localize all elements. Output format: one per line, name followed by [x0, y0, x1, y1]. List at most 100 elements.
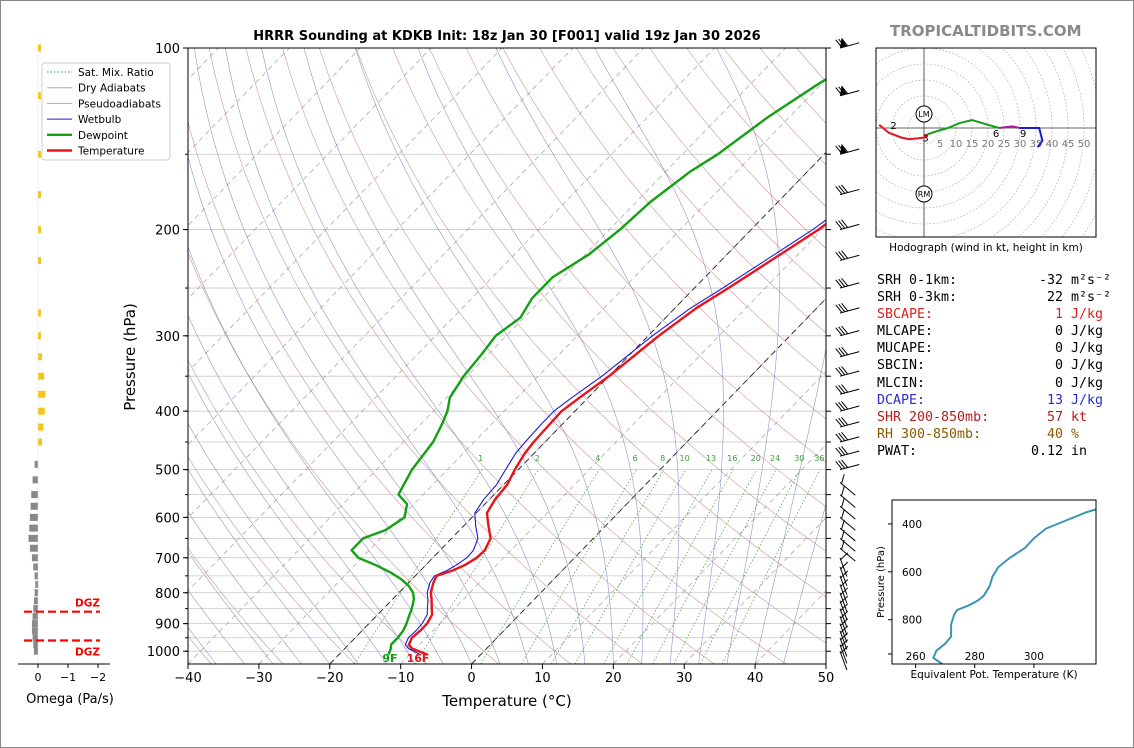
legend-label: Pseudoadiabats [78, 98, 161, 110]
mixing-ratio-line [550, 469, 665, 664]
wind-barb-flag [835, 186, 843, 195]
wind-barb-flag [835, 402, 843, 411]
wind-barb-staff [839, 527, 856, 542]
wind-barb [839, 610, 849, 636]
parameter-value: 57 [1046, 409, 1063, 425]
wind-barb [835, 302, 860, 314]
parameter-unit: J/kg [1071, 341, 1104, 357]
wind-barb-flag [841, 486, 845, 497]
parameter-label: PWAT: [877, 443, 918, 459]
legend-box [41, 62, 171, 161]
wind-barb-flag [838, 326, 846, 335]
wind-barb-flag [838, 251, 846, 260]
hodo-ring-label: 10 [950, 139, 963, 150]
wind-barb-staff [839, 592, 848, 612]
parameter-unit: kt [1071, 409, 1088, 425]
x-tick-label: 20 [605, 671, 622, 686]
hodo-height-label: 9 [1020, 129, 1026, 140]
wind-barb-flag [841, 384, 849, 393]
wind-barb [835, 219, 860, 231]
storm-motion-label: RM [918, 190, 931, 199]
wind-barb-pennant [840, 86, 847, 96]
mixing-ratio-label: 16 [727, 454, 737, 463]
parameter-label: MLCAPE: [877, 324, 934, 340]
omega-bar [33, 605, 38, 613]
wind-barb-staff [839, 616, 848, 636]
thetae-x-tick-label: 300 [1024, 651, 1044, 663]
parameter-value: 1 [1054, 307, 1063, 323]
dry-adiabat [188, 547, 284, 664]
mixing-ratio-line [699, 469, 801, 664]
wind-barb-pennant [840, 38, 847, 48]
wind-barb-staff [839, 370, 860, 377]
moist-adiabat [188, 245, 444, 664]
x-tick-label: 0 [467, 671, 475, 686]
wind-barb-staff [839, 482, 856, 496]
thetae-y-tick-label: 400 [902, 519, 922, 531]
surface-temperature-label: 16F [407, 652, 430, 665]
wind-barb-flag [838, 185, 846, 194]
wind-barb-staff [839, 547, 856, 562]
storm-motion-marker [915, 185, 933, 203]
dry-adiabat [355, 48, 826, 598]
omega-bar [34, 589, 38, 597]
wind-barb-staff [839, 505, 856, 520]
wind-barb [839, 561, 849, 586]
x-tick-label: −20 [316, 671, 343, 686]
wind-barb [835, 85, 860, 97]
moist-adiabat [188, 589, 245, 664]
parameter-label: MLCIN: [877, 375, 926, 391]
isotherm-line [188, 48, 715, 592]
wind-barb [839, 625, 849, 650]
wind-barb-flag [838, 366, 846, 376]
dewpoint-profile [350, 77, 826, 656]
dry-adiabat [188, 456, 356, 664]
mixing-ratio-label: 4 [595, 454, 600, 463]
y-tick-label: 600 [155, 511, 180, 526]
parameter-label: SRH 0-1km: [877, 273, 958, 288]
omega-bar [38, 372, 45, 380]
wind-barb-flag [835, 367, 843, 376]
wind-barb-pennant [840, 144, 847, 155]
wind-barb [839, 587, 849, 612]
moist-adiabat [194, 48, 501, 664]
y-tick-label: 300 [155, 330, 180, 345]
parameter-unit: m²s⁻² [1071, 273, 1112, 288]
wind-barb-flag [838, 446, 846, 456]
wind-barb [835, 346, 860, 358]
dgz-label: DGZ [75, 598, 100, 610]
omega-bar [29, 524, 38, 532]
wind-barb [835, 250, 860, 261]
omega-bar [28, 534, 38, 542]
wind-barb-staff [839, 388, 860, 395]
omega-bar [38, 423, 44, 431]
parameter-row: SBCAPE: 1 J/kg [877, 306, 1111, 323]
wind-barb-flag [838, 347, 846, 356]
y-tick-label: 200 [155, 224, 180, 239]
wind-barb [835, 431, 860, 443]
wind-barb-flag [841, 446, 849, 455]
parameter-value: 0 [1054, 358, 1063, 374]
hodo-trace [1020, 127, 1044, 148]
omega-bar [38, 390, 46, 398]
wind-barb-flag [840, 645, 849, 654]
thetae-frame [891, 499, 1097, 665]
isotherm-line [258, 78, 826, 664]
wind-barb-flag [840, 552, 849, 561]
wind-barb-flag [841, 401, 849, 410]
dry-adiabat [576, 48, 826, 334]
x-tick-label: −10 [387, 671, 414, 686]
omega-bar [38, 150, 41, 158]
isotherm-line [188, 48, 574, 446]
wind-barb-flag [841, 459, 849, 468]
wind-barb-flag [841, 431, 849, 441]
omega-tick-label: −2 [90, 671, 106, 684]
dry-adiabat [245, 48, 715, 664]
parameter-label: DCAPE: [877, 392, 926, 408]
dry-adiabat [319, 48, 826, 644]
parameter-value: 0 [1054, 375, 1063, 391]
moist-adiabat [716, 48, 780, 664]
wind-barb [839, 509, 856, 531]
omega-bar [30, 502, 38, 510]
wind-barb-flag [835, 279, 843, 288]
